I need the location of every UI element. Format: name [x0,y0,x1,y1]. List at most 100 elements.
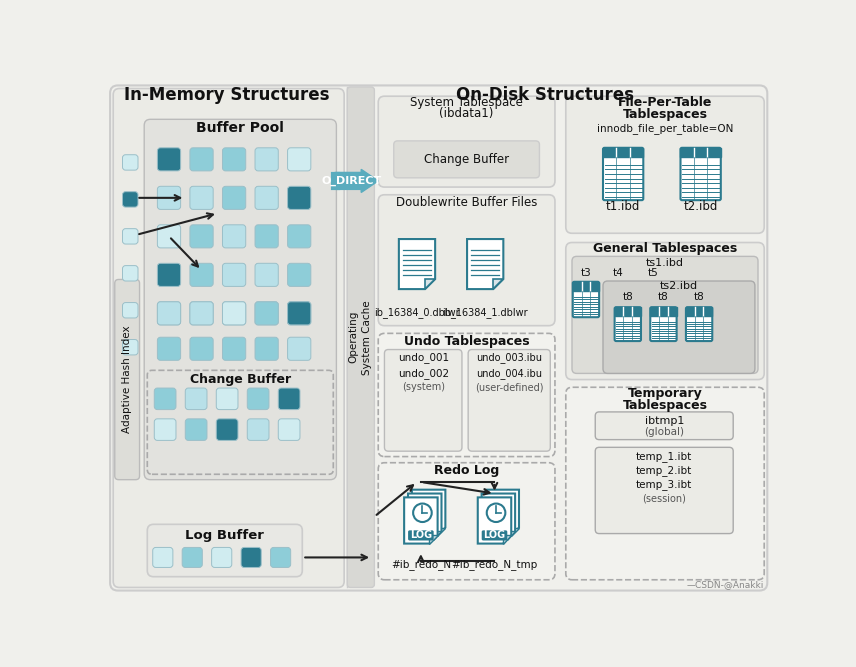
FancyBboxPatch shape [190,148,213,171]
Polygon shape [478,498,511,544]
Polygon shape [511,528,519,536]
FancyBboxPatch shape [615,307,641,341]
FancyBboxPatch shape [288,263,311,286]
FancyBboxPatch shape [288,225,311,248]
Text: Log Buffer: Log Buffer [186,529,265,542]
Text: innodb_file_per_table=ON: innodb_file_per_table=ON [597,123,734,134]
FancyBboxPatch shape [223,301,246,325]
Polygon shape [485,490,519,536]
Text: t3: t3 [580,268,591,278]
FancyBboxPatch shape [603,148,644,200]
FancyBboxPatch shape [147,524,302,577]
Text: Change Buffer: Change Buffer [424,153,509,166]
FancyBboxPatch shape [255,186,278,209]
FancyBboxPatch shape [223,263,246,286]
Text: ts1.ibd: ts1.ibd [646,257,684,267]
Text: (global): (global) [645,427,684,437]
Text: Doublewrite Buffer Files: Doublewrite Buffer Files [396,196,538,209]
FancyBboxPatch shape [255,301,278,325]
Text: t5: t5 [648,268,659,278]
Polygon shape [493,279,503,289]
FancyBboxPatch shape [595,412,734,440]
Text: Change Buffer: Change Buffer [190,373,291,386]
Polygon shape [502,535,511,544]
FancyBboxPatch shape [122,340,138,355]
Text: t8: t8 [693,292,704,302]
FancyBboxPatch shape [122,303,138,318]
FancyBboxPatch shape [223,186,246,209]
Polygon shape [507,532,515,540]
Text: temp_2.ibt: temp_2.ibt [636,465,693,476]
FancyBboxPatch shape [190,301,213,325]
Text: System Tablespace: System Tablespace [410,96,523,109]
Text: #ib_redo_N_tmp: #ib_redo_N_tmp [451,559,538,570]
Text: undo_004.ibu: undo_004.ibu [476,368,542,379]
Text: Buffer Pool: Buffer Pool [196,121,284,135]
Text: LOG: LOG [410,530,432,540]
Polygon shape [603,148,644,157]
Text: ibtmp1: ibtmp1 [645,416,684,426]
FancyBboxPatch shape [378,96,555,187]
Text: t4: t4 [613,268,624,278]
FancyBboxPatch shape [572,256,758,374]
FancyBboxPatch shape [288,301,311,325]
FancyBboxPatch shape [185,419,207,440]
Polygon shape [615,307,641,316]
Text: Operating
System Cache: Operating System Cache [348,300,372,375]
FancyBboxPatch shape [288,148,311,171]
Polygon shape [467,239,503,289]
FancyBboxPatch shape [147,370,333,474]
FancyBboxPatch shape [255,338,278,360]
Text: ib_16384_1.dblwr: ib_16384_1.dblwr [443,307,528,318]
FancyBboxPatch shape [122,155,138,170]
FancyBboxPatch shape [255,263,278,286]
Text: t1.ibd: t1.ibd [606,200,640,213]
FancyBboxPatch shape [651,307,676,341]
FancyBboxPatch shape [247,419,269,440]
Text: temp_1.ibt: temp_1.ibt [636,451,693,462]
Text: Undo Tablespaces: Undo Tablespaces [404,335,529,348]
FancyBboxPatch shape [190,263,213,286]
Polygon shape [404,498,437,544]
FancyBboxPatch shape [122,229,138,244]
FancyBboxPatch shape [158,225,181,248]
FancyBboxPatch shape [122,265,138,281]
FancyBboxPatch shape [255,148,278,171]
Polygon shape [425,279,435,289]
Text: t2.ibd: t2.ibd [683,200,718,213]
Text: On-Disk Structures: On-Disk Structures [456,85,634,103]
Text: #ib_redo_N: #ib_redo_N [391,559,451,570]
Text: ib_16384_0.dblwr: ib_16384_0.dblwr [374,307,460,318]
FancyBboxPatch shape [154,419,176,440]
FancyBboxPatch shape [190,186,213,209]
FancyBboxPatch shape [603,281,755,374]
Text: undo_002: undo_002 [398,368,449,379]
Text: Redo Log: Redo Log [434,464,499,477]
Text: Tablespaces: Tablespaces [622,108,708,121]
FancyBboxPatch shape [182,548,202,568]
FancyBboxPatch shape [278,419,300,440]
FancyBboxPatch shape [223,225,246,248]
Polygon shape [651,307,676,316]
FancyBboxPatch shape [190,338,213,360]
FancyBboxPatch shape [115,279,140,480]
FancyBboxPatch shape [113,89,344,588]
Text: Temporary: Temporary [627,387,703,400]
Polygon shape [681,148,721,157]
FancyBboxPatch shape [223,301,246,325]
Text: (session): (session) [642,493,687,503]
FancyBboxPatch shape [185,388,207,410]
Text: (user-defined): (user-defined) [475,382,544,392]
FancyBboxPatch shape [144,119,336,480]
FancyBboxPatch shape [223,148,246,171]
FancyBboxPatch shape [152,548,173,568]
FancyBboxPatch shape [223,338,246,360]
FancyBboxPatch shape [408,530,434,540]
FancyBboxPatch shape [595,448,734,534]
FancyBboxPatch shape [288,301,311,325]
Circle shape [487,504,505,522]
FancyBboxPatch shape [110,85,767,590]
FancyBboxPatch shape [270,548,291,568]
FancyBboxPatch shape [566,243,764,380]
FancyBboxPatch shape [247,388,269,410]
